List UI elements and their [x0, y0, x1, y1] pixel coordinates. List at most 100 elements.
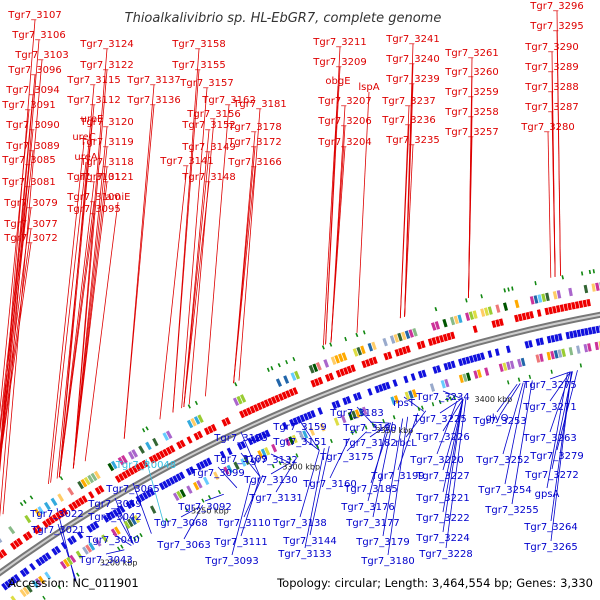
gene-label[interactable]: obgE: [325, 76, 350, 87]
gene-label[interactable]: Tgr7_3220: [409, 455, 463, 466]
gene-label[interactable]: Tgr7_3260: [444, 67, 498, 78]
gene-label[interactable]: Tgr7_3099: [190, 468, 244, 479]
gene-label[interactable]: Tgr7_3177: [345, 518, 399, 529]
gene-label[interactable]: Tgr7_3049: [87, 499, 141, 510]
gene-label[interactable]: Tgr7_3185: [343, 484, 397, 495]
gene-label[interactable]: Tgr7_3089: [5, 141, 59, 152]
gene-label[interactable]: Tgr7_3259: [444, 87, 498, 98]
gene-label[interactable]: Tgr7_3120: [79, 117, 133, 128]
gene-label[interactable]: Tgr7_3178: [227, 122, 281, 133]
gene-label[interactable]: Tgr7_3252: [475, 455, 529, 466]
gene-label[interactable]: lspA: [358, 82, 379, 93]
gene-label[interactable]: Tgr7_3138: [272, 518, 326, 529]
gene-label[interactable]: Tgr7_3211: [312, 37, 366, 48]
gene-label[interactable]: Tgr7_3063: [156, 540, 210, 551]
gene-label[interactable]: Tgr7_3179: [355, 537, 409, 548]
gene-label[interactable]: Tgr7_3296: [529, 1, 583, 12]
gene-label[interactable]: Tgr7_3090: [5, 120, 59, 131]
gene-label[interactable]: Tgr7_3295: [529, 21, 583, 32]
gene-label[interactable]: Tgr7_3107: [7, 10, 61, 21]
gene-label[interactable]: Tgr7_3123: [213, 433, 267, 444]
gene-label[interactable]: Tgr7_3261: [444, 48, 498, 59]
gene-label[interactable]: Tgr7_3072: [3, 233, 57, 244]
gene-label[interactable]: Tgr7_3280: [520, 122, 574, 133]
gene-label[interactable]: Tgr7_3141: [159, 156, 213, 167]
gene-label[interactable]: Tgr7_3235: [385, 135, 439, 146]
gene-label[interactable]: Tgr7_3275: [522, 380, 576, 391]
gene-label[interactable]: Tgr7_3225: [412, 414, 466, 425]
gene-label[interactable]: Tgr7_3279: [529, 451, 583, 462]
gene-label[interactable]: Tgr7_3263: [522, 433, 576, 444]
gene-label[interactable]: Tgr7_3272: [524, 470, 578, 481]
gene-label[interactable]: amiE: [106, 192, 131, 203]
gene-label[interactable]: Tgr7_3118: [79, 157, 133, 168]
gene-label[interactable]: Tgr7_3271: [522, 402, 576, 413]
gene-label[interactable]: Tgr7_3068: [153, 518, 207, 529]
gene-label[interactable]: Tgr7_3042: [87, 512, 141, 523]
gene-label[interactable]: Tgr7_3077: [3, 219, 57, 230]
gene-label[interactable]: Tgr7_3258: [444, 107, 498, 118]
gene-label[interactable]: Tgr7_3222: [415, 513, 469, 524]
gene-label[interactable]: Tgr7_3166: [227, 157, 281, 168]
gene-label[interactable]: Tgr7_3240: [385, 54, 439, 65]
gene-label[interactable]: Tgr7_3253: [472, 416, 526, 427]
gene-label[interactable]: Tgr7_3094: [5, 85, 59, 96]
gene-label[interactable]: Tgr7_3137: [126, 75, 180, 86]
gene-label[interactable]: Tgr7_3190: [342, 423, 396, 434]
gene-label[interactable]: Tgr7_3149: [181, 142, 235, 153]
gene-label[interactable]: Tgr7_3290: [524, 42, 578, 53]
gene-label[interactable]: Tgr7_3226: [415, 432, 469, 443]
gene-label[interactable]: Tgr7_3151: [272, 437, 326, 448]
gene-label[interactable]: Tgr7_3040: [85, 535, 139, 546]
gene-label[interactable]: Tgr7_3092: [177, 502, 231, 513]
gene-label[interactable]: Tgr7_3158: [171, 39, 225, 50]
gene-label[interactable]: rpsT: [393, 398, 416, 409]
gene-label[interactable]: Tgr7_3132: [243, 455, 297, 466]
gene-label[interactable]: Tgr7_3175: [319, 452, 373, 463]
gene-label[interactable]: Tgr7_3288: [524, 82, 578, 93]
gene-label[interactable]: Tgr7_3093: [204, 556, 258, 567]
gene-label[interactable]: Tgr7_3152: [181, 120, 235, 131]
gene-label[interactable]: Tgr7_3136: [126, 95, 180, 106]
gene-label[interactable]: Tgr7_3157: [179, 78, 233, 89]
gene-label[interactable]: Tgr7_3085: [1, 155, 55, 166]
gene-label[interactable]: Tgr7_3204: [317, 137, 371, 148]
gene-label[interactable]: Tgr7_3119: [79, 137, 133, 148]
gene-label[interactable]: Tgr7_3183: [329, 408, 383, 419]
gene-label[interactable]: Tgr7_3221: [415, 493, 469, 504]
gene-labels[interactable]: Tgr7_3107 Tgr7_3106 Tgr7_3103 Tgr7_3096 Tgr7…: [1, 1, 583, 567]
gene-label[interactable]: ureE: [81, 114, 104, 125]
gene-label[interactable]: Tgr7_3130: [243, 475, 297, 486]
gene-label[interactable]: Tgr7_3237: [381, 96, 435, 107]
gene-label[interactable]: Tgr7_3124: [79, 39, 133, 50]
gene-label[interactable]: Tgr7_3133: [277, 549, 331, 560]
gene-label[interactable]: Tgr7_3156: [186, 109, 240, 120]
gene-label[interactable]: Tgr7_3180: [360, 556, 414, 567]
gene-label[interactable]: Tgr7_3096: [7, 65, 61, 76]
gene-label[interactable]: Tgr7_3228: [418, 549, 472, 560]
gene-label[interactable]: Tgr7_3199: [370, 471, 424, 482]
gene-label[interactable]: rbcL: [395, 438, 417, 449]
gene-label[interactable]: Tgr7_3155: [171, 60, 225, 71]
gene-label[interactable]: Tgr7_3206: [317, 116, 371, 127]
gene-label[interactable]: Tgr7_3103: [14, 50, 68, 61]
gene-label[interactable]: Tgr7_3159: [272, 422, 326, 433]
gene-label[interactable]: ureA: [74, 152, 97, 163]
gene-label[interactable]: Tgr7_R0048: [115, 460, 176, 471]
gene-label[interactable]: Tgr7_3022: [29, 509, 83, 520]
gene-label[interactable]: Tgr7_3109: [213, 454, 267, 465]
gene-label[interactable]: Tgr7_3255: [484, 505, 538, 516]
gene-label[interactable]: glyQ: [486, 413, 509, 424]
gene-label[interactable]: Tgr7_3091: [1, 100, 55, 111]
gene-label[interactable]: Tgr7_3110: [216, 518, 270, 529]
gene-label[interactable]: Tgr7_3234: [415, 392, 469, 403]
gene-label[interactable]: Tgr7_3065: [105, 484, 159, 495]
gene-label[interactable]: Tgr7_3101: [66, 172, 120, 183]
gene-label[interactable]: Tgr7_3106: [11, 30, 65, 41]
gene-label[interactable]: Tgr7_3121: [79, 172, 133, 183]
gene-label[interactable]: Tgr7_3111: [213, 537, 267, 548]
gene-label[interactable]: Tgr7_3162: [201, 95, 255, 106]
gene-label[interactable]: ureC: [72, 132, 95, 143]
gene-label[interactable]: Tgr7_3257: [444, 127, 498, 138]
gene-label[interactable]: Tgr7_3224: [415, 533, 469, 544]
